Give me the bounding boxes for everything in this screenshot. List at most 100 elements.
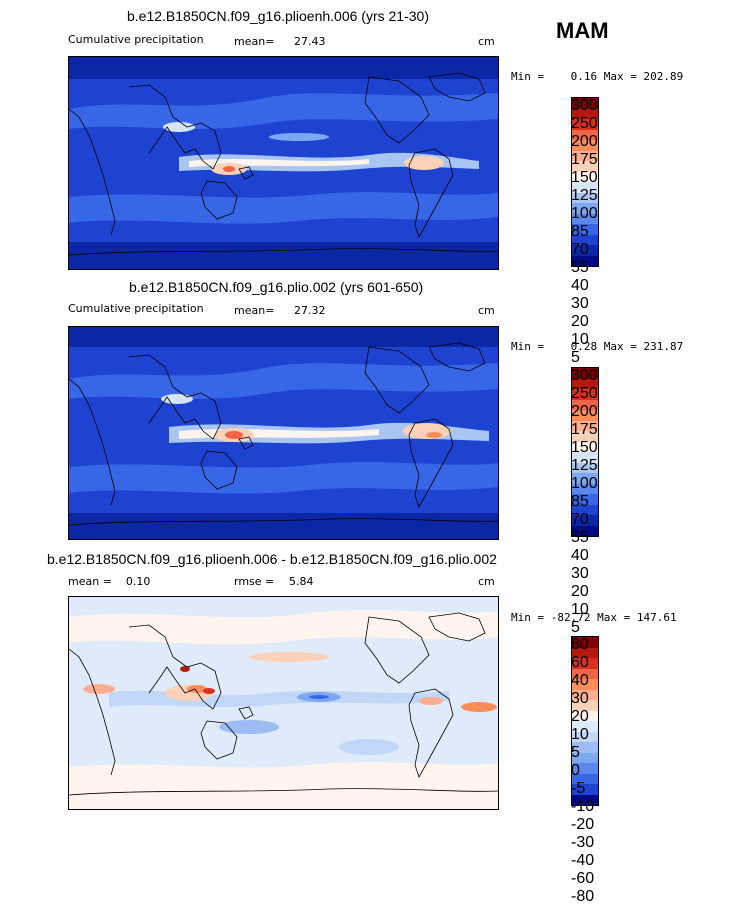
colorbar-swatch: [572, 525, 598, 536]
colorbar-tick-label: 85: [571, 493, 589, 510]
colorbar-swatch: [572, 731, 598, 742]
colorbar-tick-label: -30: [571, 834, 595, 851]
colorbar-tick-label: -5: [571, 780, 586, 797]
colorbar-tick-label: 85: [571, 223, 589, 240]
panel-2-colorbar: [571, 367, 599, 537]
panel-2-units: cm: [478, 304, 495, 317]
colorbar-tick-label: 175: [571, 151, 598, 168]
colorbar-tick-label: 20: [571, 313, 589, 330]
panel-3-rmse-value: 5.84: [289, 575, 314, 588]
panel-3-mean: mean = 0.10: [68, 575, 151, 588]
panel-2-precip-map: [68, 326, 499, 540]
panel-2-colorbar-labels: 300 250 200 175 150 125 100 85 70 55 40 30 20 10 5: [571, 367, 631, 636]
colorbar-tick-label: 250: [571, 385, 598, 402]
colorbar-swatch: [572, 161, 598, 172]
colorbar-tick-label: 40: [571, 672, 589, 689]
colorbar-swatch: [572, 700, 598, 711]
colorbar-swatch: [572, 689, 598, 700]
panel-1-title: b.e12.B1850CN.f09_g16.plioenh.006 (yrs 2…: [127, 8, 429, 24]
colorbar-tick-label: 200: [571, 403, 598, 420]
colorbar-tick-label: 30: [571, 565, 589, 582]
panel-3-minmax: Min = -82.72 Max = 147.61: [511, 611, 677, 624]
colorbar-swatch: [572, 794, 598, 805]
colorbar-swatch: [572, 171, 598, 182]
panel-3-difference-map: [68, 596, 499, 810]
colorbar-tick-label: 125: [571, 457, 598, 474]
colorbar-tick-label: 0: [571, 762, 580, 779]
colorbar-tick-label: 100: [571, 205, 598, 222]
colorbar-swatch: [572, 637, 598, 648]
colorbar-swatch: [572, 441, 598, 452]
colorbar-swatch: [572, 721, 598, 732]
colorbar-swatch: [572, 368, 598, 379]
colorbar-tick-label: 250: [571, 115, 598, 132]
colorbar-tick-label: 55: [571, 259, 589, 276]
colorbar-swatch: [572, 108, 598, 119]
colorbar-tick-label: -60: [571, 870, 595, 887]
colorbar-tick-label: -40: [571, 852, 595, 869]
colorbar-tick-label: 40: [571, 547, 589, 564]
panel-2-mean-value: 27.32: [294, 304, 326, 317]
panel-3-colorbar: [571, 636, 599, 806]
colorbar-swatch: [572, 752, 598, 763]
colorbar-swatch: [572, 494, 598, 505]
colorbar-tick-label: 70: [571, 241, 589, 258]
colorbar-swatch: [572, 119, 598, 130]
colorbar-swatch: [572, 420, 598, 431]
colorbar-tick-label: 5: [571, 349, 580, 366]
colorbar-tick-label: 5: [571, 619, 580, 636]
colorbar-swatch: [572, 462, 598, 473]
colorbar-swatch: [572, 378, 598, 389]
colorbar-tick-label: 125: [571, 187, 598, 204]
colorbar-tick-label: 30: [571, 295, 589, 312]
colorbar-swatch: [572, 182, 598, 193]
colorbar-tick-label: 10: [571, 726, 589, 743]
panel-3-title: b.e12.B1850CN.f09_g16.plioenh.006 - b.e1…: [47, 551, 497, 567]
colorbar-swatch: [572, 710, 598, 721]
colorbar-swatch: [572, 399, 598, 410]
panel-2-variable-label: Cumulative precipitation: [68, 302, 204, 315]
colorbar-tick-label: -20: [571, 816, 595, 833]
colorbar-tick-label: 10: [571, 601, 589, 618]
colorbar-swatch: [572, 483, 598, 494]
colorbar-swatch: [572, 98, 598, 109]
colorbar-swatch: [572, 245, 598, 256]
colorbar-tick-label: 20: [571, 583, 589, 600]
colorbar-tick-label: 40: [571, 277, 589, 294]
colorbar-tick-label: 200: [571, 133, 598, 150]
colorbar-tick-label: 300: [571, 97, 598, 114]
colorbar-swatch: [572, 129, 598, 140]
panel-1-units: cm: [478, 35, 495, 48]
colorbar-swatch: [572, 773, 598, 784]
colorbar-swatch: [572, 431, 598, 442]
panel-2-mean-label: mean=: [234, 304, 275, 317]
colorbar-tick-label: 10: [571, 331, 589, 348]
panel-2-minmax: Min = 0.28 Max = 231.87: [511, 340, 684, 353]
colorbar-swatch: [572, 203, 598, 214]
colorbar-swatch: [572, 213, 598, 224]
colorbar-tick-label: 60: [571, 654, 589, 671]
colorbar-tick-label: 150: [571, 439, 598, 456]
panel-1-minmax: Min = 0.16 Max = 202.89: [511, 70, 684, 83]
colorbar-swatch: [572, 679, 598, 690]
colorbar-swatch: [572, 784, 598, 795]
season-label: MAM: [556, 18, 609, 43]
panel-1-colorbar-labels: 300 250 200 175 150 125 100 85 70 55 40 30 20 10 5: [571, 97, 631, 366]
panel-1-variable-label: Cumulative precipitation: [68, 33, 204, 46]
colorbar-swatch: [572, 658, 598, 669]
colorbar-swatch: [572, 647, 598, 658]
colorbar-swatch: [572, 515, 598, 526]
panel-3-colorbar-labels: 80 60 40 30 20 10 5 0 -5 -10 -20 -30 -40 -60 -80: [571, 636, 631, 905]
colorbar-swatch: [572, 668, 598, 679]
colorbar-tick-label: 100: [571, 475, 598, 492]
colorbar-swatch: [572, 410, 598, 421]
colorbar-tick-label: -80: [571, 888, 595, 905]
panel-2-title: b.e12.B1850CN.f09_g16.plio.002 (yrs 601-…: [129, 279, 424, 295]
colorbar-swatch: [572, 742, 598, 753]
colorbar-tick-label: 5: [571, 744, 580, 761]
colorbar-swatch: [572, 452, 598, 463]
colorbar-swatch: [572, 255, 598, 266]
colorbar-swatch: [572, 389, 598, 400]
colorbar-tick-label: 30: [571, 690, 589, 707]
colorbar-tick-label: 55: [571, 529, 589, 546]
